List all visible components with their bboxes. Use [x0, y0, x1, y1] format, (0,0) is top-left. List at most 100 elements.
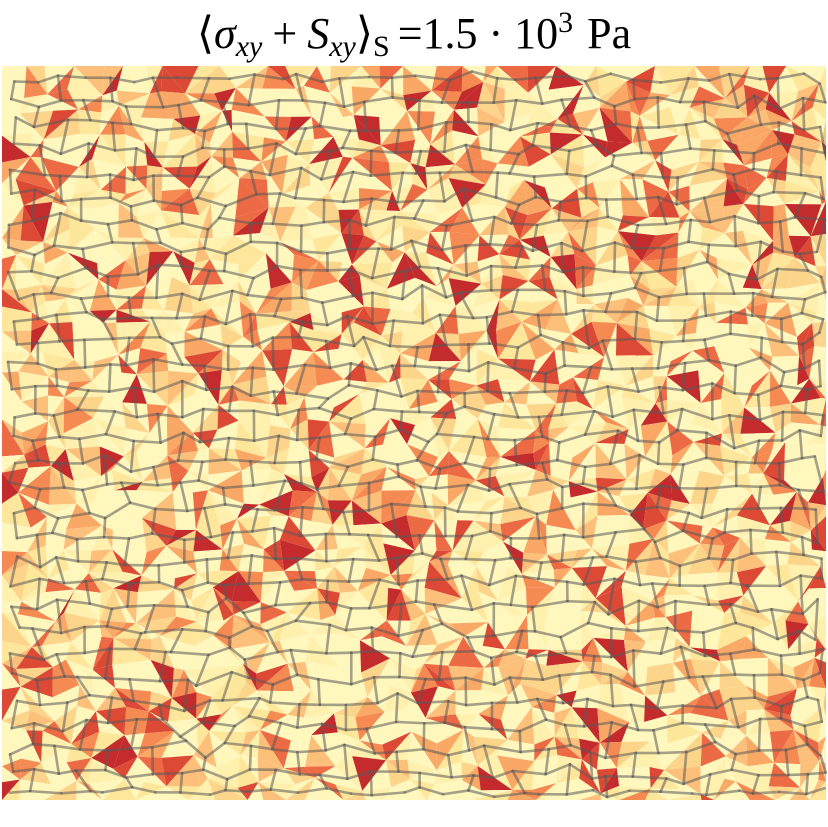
cell-edge: [486, 390, 512, 395]
field-triangle: [284, 447, 309, 474]
field-triangle: [316, 468, 330, 501]
field-triangle: [407, 759, 437, 780]
field-triangle: [113, 490, 142, 531]
cell-edge: [36, 313, 58, 321]
field-triangle: [94, 202, 119, 238]
field-triangle: [785, 620, 809, 650]
cell-edge: [756, 506, 782, 510]
cell-edge: [703, 652, 732, 658]
field-triangle: [554, 707, 580, 739]
cell-edge: [650, 582, 660, 609]
cell-edge: [31, 211, 63, 223]
field-triangle: [240, 730, 261, 756]
cell-edge: [201, 146, 226, 151]
field-triangle: [135, 786, 167, 800]
field-triangle: [2, 611, 32, 647]
cell-edge: [109, 363, 127, 367]
field-triangle: [693, 442, 725, 477]
field-triangle: [553, 567, 572, 588]
cell-edge: [299, 268, 304, 300]
cell-edge: [447, 700, 468, 707]
cell-edge: [436, 266, 468, 277]
cell-edge: [801, 96, 806, 132]
field-triangle: [124, 733, 145, 757]
field-triangle: [196, 620, 224, 636]
field-triangle: [670, 442, 700, 475]
cell-edge: [111, 121, 117, 152]
cell-edge: [628, 789, 662, 794]
field-triangle: [231, 614, 270, 649]
cell-edge: [421, 199, 446, 203]
field-triangle: [793, 729, 820, 765]
field-triangle: [116, 66, 150, 94]
cell-edge: [76, 675, 91, 697]
cell-edge: [246, 788, 273, 793]
cell-edge: [445, 343, 470, 347]
field-triangle: [475, 456, 501, 481]
cell-edge: [589, 751, 607, 760]
field-triangle: [161, 755, 194, 787]
cell-edge: [132, 699, 161, 706]
cell-edge: [54, 368, 59, 388]
cell-edge: [734, 621, 755, 630]
cell-edge: [781, 250, 801, 256]
field-triangle: [47, 66, 75, 95]
field-triangle: [497, 163, 525, 189]
cell-edge: [10, 699, 19, 730]
cell-edge: [446, 749, 471, 757]
field-triangle: [18, 465, 51, 505]
cell-edge: [723, 528, 752, 534]
cell-edge: [815, 218, 827, 254]
field-triangle: [626, 456, 656, 480]
cell-edge: [540, 435, 561, 444]
cell-edge: [378, 578, 401, 586]
cell-edge: [129, 718, 139, 750]
cell-edge: [106, 294, 131, 299]
cell-edge: [780, 673, 805, 682]
field-triangle: [400, 211, 430, 233]
cell-edge: [179, 791, 212, 796]
cell-edge: [324, 600, 353, 610]
cell-edge: [54, 556, 66, 585]
field-triangle: [678, 211, 690, 233]
field-triangle: [92, 134, 127, 167]
cell-edge: [347, 218, 352, 251]
cell-edge: [569, 744, 592, 754]
field-triangle: [199, 202, 211, 239]
cell-edge: [13, 458, 40, 465]
field-triangle: [652, 600, 666, 618]
field-triangle: [583, 84, 601, 108]
field-triangle: [748, 347, 771, 386]
cell-edge: [104, 768, 128, 779]
cell-edge: [582, 292, 613, 298]
field-triangle: [527, 615, 549, 650]
cell-edge: [82, 98, 92, 122]
cell-edge: [466, 483, 491, 492]
cell-edge: [224, 240, 253, 256]
field-triangle: [286, 397, 305, 429]
field-triangle: [619, 160, 656, 180]
cell-edge: [299, 506, 304, 538]
field-triangle: [269, 404, 291, 429]
field-triangle: [240, 730, 261, 758]
field-triangle: [184, 331, 223, 357]
field-triangle: [382, 444, 408, 467]
cell-edge: [325, 787, 353, 795]
cell-edge: [248, 221, 253, 244]
field-triangle: [820, 566, 826, 589]
cell-edge: [128, 335, 162, 340]
field-triangle: [616, 298, 644, 324]
cell-edge: [32, 722, 65, 733]
field-triangle: [136, 432, 168, 456]
cell-edge: [107, 386, 135, 393]
field-triangle: [689, 476, 725, 504]
field-triangle: [772, 620, 789, 650]
cell-edge: [217, 216, 252, 225]
field-triangle: [283, 385, 317, 398]
field-triangle: [390, 645, 417, 670]
cell-edge: [248, 313, 276, 318]
field-triangle: [19, 94, 54, 114]
cell-edge: [458, 288, 493, 294]
field-triangle: [769, 370, 792, 407]
field-triangle: [823, 469, 826, 506]
